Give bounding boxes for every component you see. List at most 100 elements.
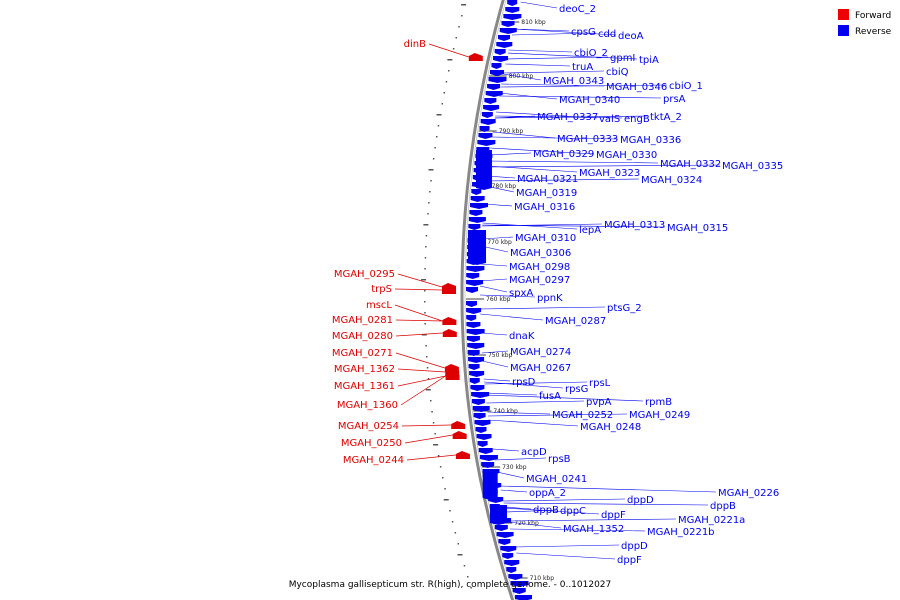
forward-gene-label[interactable]: MGAH_0271 bbox=[332, 348, 393, 359]
reverse-gene-label[interactable]: MGAH_0298 bbox=[509, 262, 570, 273]
forward-gene-label[interactable]: MGAH_0280 bbox=[332, 331, 393, 342]
reverse-gene-label[interactable]: MGAH_0306 bbox=[510, 248, 571, 259]
reverse-gene-label[interactable]: MGAH_0241 bbox=[526, 474, 587, 485]
reverse-gene bbox=[482, 470, 498, 500]
reverse-gene-label[interactable]: MGAH_0310 bbox=[515, 233, 576, 244]
reverse-gene-label[interactable]: MGAH_0336 bbox=[620, 135, 681, 146]
reverse-gene-label[interactable]: tktA_2 bbox=[650, 112, 682, 123]
reverse-gene-label[interactable]: MGAH_1352 bbox=[563, 524, 624, 535]
reverse-gene bbox=[471, 392, 490, 398]
reverse-gene-label[interactable]: dppD bbox=[621, 541, 648, 552]
ring-dot bbox=[430, 400, 432, 402]
ring-dot bbox=[461, 15, 463, 17]
forward-gene-label[interactable]: dinB bbox=[404, 39, 426, 50]
reverse-leader-line bbox=[499, 485, 717, 493]
reverse-gene-label[interactable]: spxA bbox=[509, 288, 533, 299]
forward-gene-label[interactable]: mscL bbox=[366, 300, 392, 311]
reverse-gene-label[interactable]: MGAH_0330 bbox=[596, 150, 657, 161]
forward-gene-label[interactable]: MGAH_0295 bbox=[334, 269, 395, 280]
reverse-gene-label[interactable]: gpmI bbox=[610, 53, 635, 64]
reverse-gene-label[interactable]: MGAH_0267 bbox=[510, 363, 571, 374]
reverse-gene-label[interactable]: dnaK bbox=[509, 331, 535, 342]
reverse-gene-label[interactable]: MGAH_0324 bbox=[641, 175, 702, 186]
reverse-gene-label[interactable]: MGAH_0221a bbox=[678, 515, 745, 526]
reverse-leader-line bbox=[485, 394, 644, 402]
reverse-gene-label[interactable]: dppF bbox=[617, 555, 642, 566]
reverse-gene-label[interactable]: rpmB bbox=[645, 397, 672, 408]
forward-gene-label[interactable]: MGAH_0244 bbox=[343, 455, 404, 466]
genome-backbone bbox=[460, 0, 517, 600]
reverse-gene-label[interactable]: pvpA bbox=[586, 397, 612, 408]
reverse-gene-label[interactable]: rpsB bbox=[548, 454, 571, 465]
forward-gene-label[interactable]: MGAH_0254 bbox=[338, 421, 399, 432]
reverse-gene-label[interactable]: MGAH_0332 bbox=[660, 159, 721, 170]
reverse-gene-label[interactable]: ptsG_2 bbox=[607, 303, 642, 314]
reverse-gene-label[interactable]: dppC bbox=[560, 506, 586, 517]
reverse-leader-line bbox=[490, 147, 595, 155]
reverse-gene-label[interactable]: MGAH_0226 bbox=[718, 488, 779, 499]
reverse-gene-label[interactable]: MGAH_0221b bbox=[647, 527, 715, 538]
reverse-gene-label[interactable]: MGAH_0319 bbox=[516, 188, 577, 199]
reverse-gene-label[interactable]: MGAH_0313 bbox=[604, 220, 665, 231]
forward-gene-label[interactable]: trpS bbox=[371, 284, 392, 295]
reverse-gene-label[interactable]: MGAH_0297 bbox=[509, 275, 570, 286]
ring-dot bbox=[431, 411, 433, 413]
reverse-gene-label[interactable]: cbiQ bbox=[606, 67, 629, 78]
reverse-gene-label[interactable]: valS bbox=[599, 114, 620, 125]
reverse-gene-label[interactable]: MGAH_0252 bbox=[552, 410, 613, 421]
ring-dot bbox=[441, 103, 443, 105]
reverse-gene-label[interactable]: ppnK bbox=[537, 293, 563, 304]
reverse-gene-label[interactable]: dppF bbox=[601, 510, 626, 521]
reverse-gene-label[interactable]: MGAH_0316 bbox=[514, 202, 575, 213]
reverse-gene-label[interactable]: cbiO_1 bbox=[669, 81, 703, 92]
reverse-gene-label[interactable]: MGAH_0343 bbox=[543, 76, 604, 87]
reverse-gene-label[interactable]: MGAH_0249 bbox=[629, 410, 690, 421]
ring-dot bbox=[436, 114, 442, 116]
forward-gene-label[interactable]: MGAH_1361 bbox=[334, 381, 395, 392]
forward-gene-label[interactable]: MGAH_0281 bbox=[332, 315, 393, 326]
reverse-gene-label[interactable]: fusA bbox=[539, 391, 561, 402]
reverse-leader-line bbox=[480, 332, 508, 336]
reverse-gene-label[interactable]: dppD bbox=[627, 495, 654, 506]
ring-dot bbox=[432, 158, 435, 160]
reverse-gene-label[interactable]: MGAH_0274 bbox=[510, 347, 571, 358]
reverse-gene-label[interactable]: engB bbox=[624, 114, 650, 125]
reverse-gene-label[interactable]: MGAH_0346 bbox=[606, 82, 667, 93]
reverse-gene-label[interactable]: MGAH_0337 bbox=[537, 112, 598, 123]
reverse-gene-label[interactable]: dppB bbox=[710, 501, 736, 512]
reverse-gene-label[interactable]: cpsG bbox=[571, 27, 596, 38]
reverse-gene-label[interactable]: MGAH_0340 bbox=[559, 95, 620, 106]
reverse-leader-line bbox=[492, 448, 520, 452]
reverse-gene bbox=[483, 105, 500, 111]
reverse-gene-label[interactable]: MGAH_0315 bbox=[667, 223, 728, 234]
reverse-gene-label[interactable]: dppB bbox=[533, 505, 559, 516]
reverse-gene-label[interactable]: rpsL bbox=[589, 378, 611, 389]
reverse-gene-label[interactable]: rpsD bbox=[512, 377, 536, 388]
reverse-gene bbox=[469, 378, 480, 384]
reverse-gene-label[interactable]: MGAH_0287 bbox=[545, 316, 606, 327]
reverse-gene-label[interactable]: oppA_2 bbox=[529, 488, 566, 499]
forward-gene-label[interactable]: MGAH_1360 bbox=[337, 400, 398, 411]
reverse-gene-label[interactable]: MGAH_0335 bbox=[722, 161, 783, 172]
reverse-gene-label[interactable]: rpsG bbox=[565, 384, 588, 395]
reverse-gene-label[interactable]: MGAH_0333 bbox=[557, 134, 618, 145]
reverse-gene-label[interactable]: MGAH_0323 bbox=[579, 168, 640, 179]
reverse-gene-label[interactable]: MGAH_0321 bbox=[517, 174, 578, 185]
reverse-gene-label[interactable]: acpD bbox=[521, 447, 547, 458]
reverse-gene-label[interactable]: lepA bbox=[579, 225, 601, 236]
reverse-gene-label[interactable]: tpiA bbox=[639, 55, 659, 66]
reverse-leader-line bbox=[513, 28, 617, 36]
reverse-gene-label[interactable]: prsA bbox=[663, 94, 686, 105]
forward-gene-label[interactable]: MGAH_1362 bbox=[334, 364, 395, 375]
reverse-gene-label[interactable]: cdd bbox=[598, 29, 616, 40]
reverse-gene-label[interactable]: deoA bbox=[618, 31, 644, 42]
reverse-gene-label[interactable]: MGAH_0248 bbox=[580, 422, 641, 433]
reverse-gene-label[interactable]: cbiO_2 bbox=[574, 48, 608, 59]
reverse-leader-line bbox=[505, 63, 571, 67]
forward-gene-label[interactable]: MGAH_0250 bbox=[341, 438, 402, 449]
reverse-gene-track bbox=[466, 0, 532, 600]
reverse-gene-label[interactable]: deoC_2 bbox=[559, 4, 596, 15]
reverse-gene-label[interactable]: MGAH_0329 bbox=[533, 149, 594, 160]
reverse-gene-label[interactable]: truA bbox=[572, 62, 593, 73]
